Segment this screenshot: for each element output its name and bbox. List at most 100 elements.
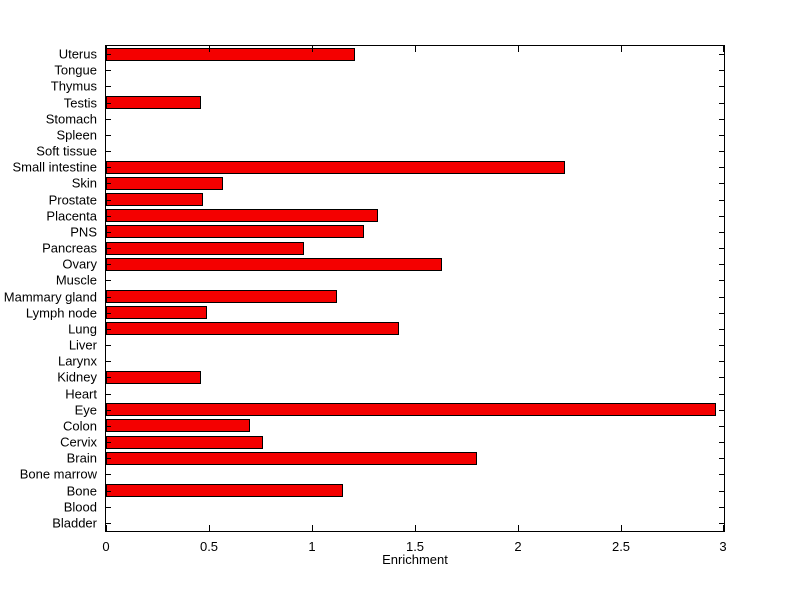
- y-tick: [106, 442, 111, 443]
- x-tick: [209, 525, 210, 531]
- y-axis-label: Pancreas: [42, 240, 97, 256]
- y-tick: [106, 54, 111, 55]
- y-tick: [719, 361, 724, 362]
- y-tick: [719, 167, 724, 168]
- bar-placenta: [106, 209, 378, 222]
- y-axis-label: Skin: [71, 175, 97, 191]
- y-axis-label: Spleen: [56, 127, 97, 143]
- y-axis-label: Brain: [66, 450, 97, 466]
- y-axis-label: Ovary: [62, 256, 97, 272]
- x-axis-tick-label: 1.5: [405, 539, 425, 554]
- bar-brain: [106, 452, 477, 465]
- y-tick: [106, 361, 111, 362]
- y-tick: [719, 183, 724, 184]
- y-axis-label: Bone marrow: [19, 466, 97, 482]
- y-tick: [719, 345, 724, 346]
- y-axis-label: Testis: [63, 95, 97, 111]
- y-axis-label: Small intestine: [12, 159, 97, 175]
- y-axis-label: Uterus: [58, 46, 97, 62]
- y-axis-label: Cervix: [60, 434, 97, 450]
- y-tick: [719, 313, 724, 314]
- y-tick: [106, 523, 111, 524]
- y-axis-label: Kidney: [57, 369, 97, 385]
- y-axis-label: Blood: [63, 499, 97, 515]
- plot-area: [105, 45, 725, 532]
- y-tick: [106, 232, 111, 233]
- y-tick: [719, 426, 724, 427]
- bar-small-intestine: [106, 161, 565, 174]
- y-tick: [106, 248, 111, 249]
- y-tick: [719, 264, 724, 265]
- y-tick: [719, 248, 724, 249]
- x-tick: [415, 46, 416, 52]
- x-axis-tick-label: 2.5: [611, 539, 631, 554]
- y-axis-label: Soft tissue: [36, 143, 97, 159]
- y-tick: [719, 70, 724, 71]
- x-tick: [723, 525, 724, 531]
- y-tick: [106, 151, 111, 152]
- x-tick: [106, 525, 107, 531]
- y-tick: [106, 280, 111, 281]
- y-tick: [719, 523, 724, 524]
- y-tick: [719, 297, 724, 298]
- x-tick: [209, 46, 210, 52]
- bar-lymph-node: [106, 306, 207, 319]
- y-tick: [106, 167, 111, 168]
- x-tick: [518, 525, 519, 531]
- bar-kidney: [106, 371, 201, 384]
- y-tick: [719, 200, 724, 201]
- y-tick: [106, 507, 111, 508]
- y-axis-label: Bone: [66, 483, 97, 499]
- y-tick: [106, 410, 111, 411]
- y-axis-label: Muscle: [55, 272, 97, 288]
- x-tick: [312, 525, 313, 531]
- y-axis-label: Tongue: [54, 62, 97, 78]
- bar-lung: [106, 322, 399, 335]
- bar-prostate: [106, 193, 203, 206]
- bar-colon: [106, 419, 250, 432]
- y-tick: [106, 474, 111, 475]
- x-axis-tick-label: 2: [514, 539, 522, 554]
- y-axis-label: Stomach: [45, 111, 97, 127]
- y-axis-label: Eye: [74, 402, 97, 418]
- y-tick: [719, 491, 724, 492]
- y-tick: [106, 216, 111, 217]
- bar-uterus: [106, 48, 355, 61]
- bar-pancreas: [106, 242, 304, 255]
- y-tick: [719, 410, 724, 411]
- y-axis-label: Heart: [65, 386, 97, 402]
- y-tick: [106, 377, 111, 378]
- y-tick: [719, 394, 724, 395]
- bar-ovary: [106, 258, 442, 271]
- y-axis-label: Prostate: [48, 192, 97, 208]
- y-tick: [106, 458, 111, 459]
- x-axis-tick-label: 3: [719, 539, 727, 554]
- y-tick: [106, 297, 111, 298]
- bar-cervix: [106, 436, 263, 449]
- y-tick: [719, 458, 724, 459]
- bar-mammary-gland: [106, 290, 337, 303]
- y-tick: [106, 329, 111, 330]
- y-tick: [106, 491, 111, 492]
- bar-bone: [106, 484, 343, 497]
- x-tick: [312, 46, 313, 52]
- y-tick: [719, 280, 724, 281]
- y-tick: [719, 442, 724, 443]
- y-tick: [106, 200, 111, 201]
- y-tick: [719, 86, 724, 87]
- bar-testis: [106, 96, 201, 109]
- x-tick: [415, 525, 416, 531]
- y-tick: [719, 232, 724, 233]
- y-axis-label: Mammary gland: [3, 289, 97, 305]
- y-tick: [106, 426, 111, 427]
- y-tick: [719, 329, 724, 330]
- y-axis-label: Placenta: [46, 208, 97, 224]
- bar-skin: [106, 177, 223, 190]
- y-axis-label: Thymus: [50, 78, 97, 94]
- y-tick: [719, 54, 724, 55]
- y-tick: [106, 345, 111, 346]
- y-axis-label: Bladder: [52, 515, 97, 531]
- y-tick: [719, 103, 724, 104]
- y-tick: [106, 313, 111, 314]
